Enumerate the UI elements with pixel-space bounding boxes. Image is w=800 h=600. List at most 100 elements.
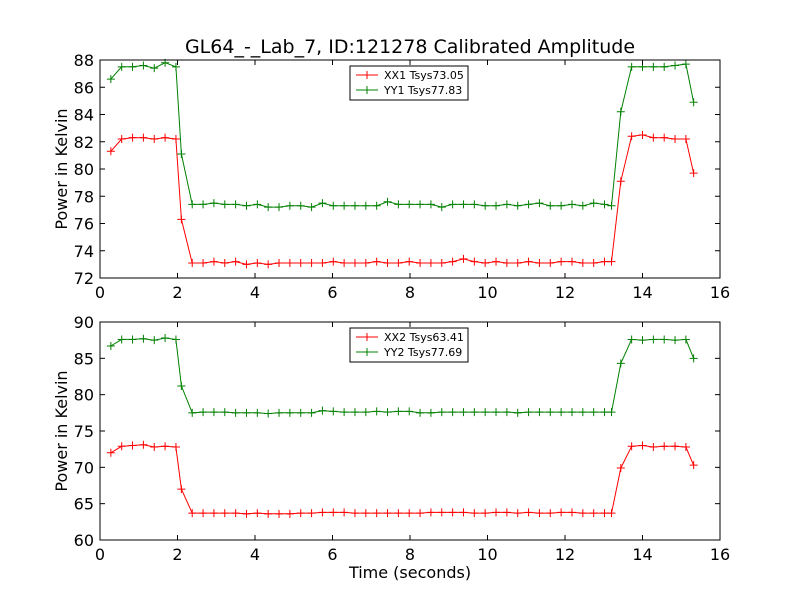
bottom-yy-point [264, 409, 273, 418]
top-yy-point [275, 203, 284, 212]
bottom-y-tick-label: 75 [74, 422, 94, 441]
top-yy-point [470, 200, 479, 209]
top-xx-point [448, 257, 457, 266]
top-xx-point [199, 259, 208, 268]
top-xx-point [361, 259, 370, 268]
top-yy-point [318, 199, 327, 208]
bottom-xx-series-line [110, 444, 695, 515]
bottom-xx-point [307, 509, 316, 518]
top-x-tick-label: 14 [632, 283, 652, 302]
top-yy-point [188, 200, 197, 209]
top-legend-yy-label: YY1 Tsys77.83 [383, 84, 462, 97]
top-xx-point [492, 257, 501, 266]
bottom-yy-point [689, 354, 698, 363]
top-xx-point [459, 254, 468, 263]
bottom-legend-xx-marker [363, 333, 371, 341]
bottom-xx-point [285, 509, 294, 518]
top-xx-series-line [110, 134, 695, 265]
top-xx-point [567, 257, 576, 266]
bottom-xx-point [394, 509, 403, 518]
bottom-yy-point [513, 408, 522, 417]
top-x-tick-label: 10 [477, 283, 497, 302]
bottom-yy-point [171, 335, 180, 344]
top-xx-point [253, 259, 262, 268]
top-yy-point [681, 60, 690, 69]
bottom-xx-point [177, 485, 186, 494]
bottom-xx-point [616, 464, 625, 473]
bottom-yy-point [649, 335, 658, 344]
top-yy-point [660, 62, 669, 71]
top-xx-point [150, 135, 159, 144]
bottom-xx-point [660, 442, 669, 451]
top-xx-point [177, 215, 186, 224]
top-yy-point [600, 200, 609, 209]
top-y-tick-label: 72 [74, 269, 94, 288]
bottom-yy-point [307, 408, 316, 417]
top-xx-point [426, 259, 435, 268]
top-yy-point [106, 75, 115, 84]
bottom-xx-point [535, 509, 544, 518]
bottom-xx-point [188, 509, 197, 518]
top-yy-point [242, 201, 251, 210]
top-yy-point [253, 200, 262, 209]
bottom-xx-point [502, 508, 511, 517]
bottom-x-tick-label: 0 [95, 545, 105, 564]
figure-title: GL64_-_Lab_7, ID:121278 Calibrated Ampli… [185, 36, 635, 58]
bottom-yy-point [535, 408, 544, 417]
bottom-yy-point [350, 408, 359, 417]
top-yy-point [150, 64, 159, 73]
bottom-yy-point [329, 407, 338, 416]
bottom-xx-point [329, 508, 338, 517]
top-xx-point [372, 257, 381, 266]
bottom-yy-point [318, 406, 327, 415]
top-xx-point [264, 260, 273, 269]
bottom-xx-point [150, 442, 159, 451]
top-yy-point [329, 201, 338, 210]
top-yy-point [481, 201, 490, 210]
bottom-yy-point [437, 408, 446, 417]
bottom-xx-point [567, 508, 576, 517]
top-y-tick-label: 78 [74, 187, 94, 206]
top-xx-point [660, 133, 669, 142]
top-yy-point [296, 201, 305, 210]
top-xx-point [161, 133, 170, 142]
bottom-yy-point [117, 335, 126, 344]
top-xx-point [329, 257, 338, 266]
top-xx-point [318, 259, 327, 268]
top-yy-point [350, 201, 359, 210]
bottom-xx-point [492, 508, 501, 517]
top-xx-point [209, 257, 218, 266]
bottom-yy-point [426, 408, 435, 417]
top-yy-point [567, 200, 576, 209]
top-xx-point [307, 259, 316, 268]
top-y-axis-label: Power in Kelvin [52, 108, 71, 229]
bottom-xx-point [372, 509, 381, 518]
top-yy-point [437, 203, 446, 212]
bottom-xx-point [220, 509, 229, 518]
top-xx-point [535, 259, 544, 268]
top-yy-point [285, 201, 294, 210]
top-y-tick-label: 86 [74, 78, 94, 97]
top-x-tick-label: 12 [555, 283, 575, 302]
bottom-yy-point [383, 408, 392, 417]
bottom-yy-point [188, 408, 197, 417]
bottom-y-tick-label: 65 [74, 495, 94, 514]
top-yy-point [209, 199, 218, 208]
bottom-yy-point [681, 335, 690, 344]
top-yy-point [220, 200, 229, 209]
top-xx-point [524, 257, 533, 266]
bottom-yy-point [209, 408, 218, 417]
top-yy-point [492, 201, 501, 210]
bottom-yy-point [416, 408, 425, 417]
bottom-yy-point [502, 408, 511, 417]
top-xx-point [513, 259, 522, 268]
top-yy-point [383, 197, 392, 206]
top-yy-point [557, 201, 566, 210]
top-yy-point [448, 200, 457, 209]
top-xx-point [340, 259, 349, 268]
top-xx-point [394, 259, 403, 268]
bottom-legend-xx-label: XX2 Tsys63.41 [384, 331, 464, 344]
bottom-xx-point [361, 509, 370, 518]
top-xx-point [600, 257, 609, 266]
top-yy-point [607, 201, 616, 210]
